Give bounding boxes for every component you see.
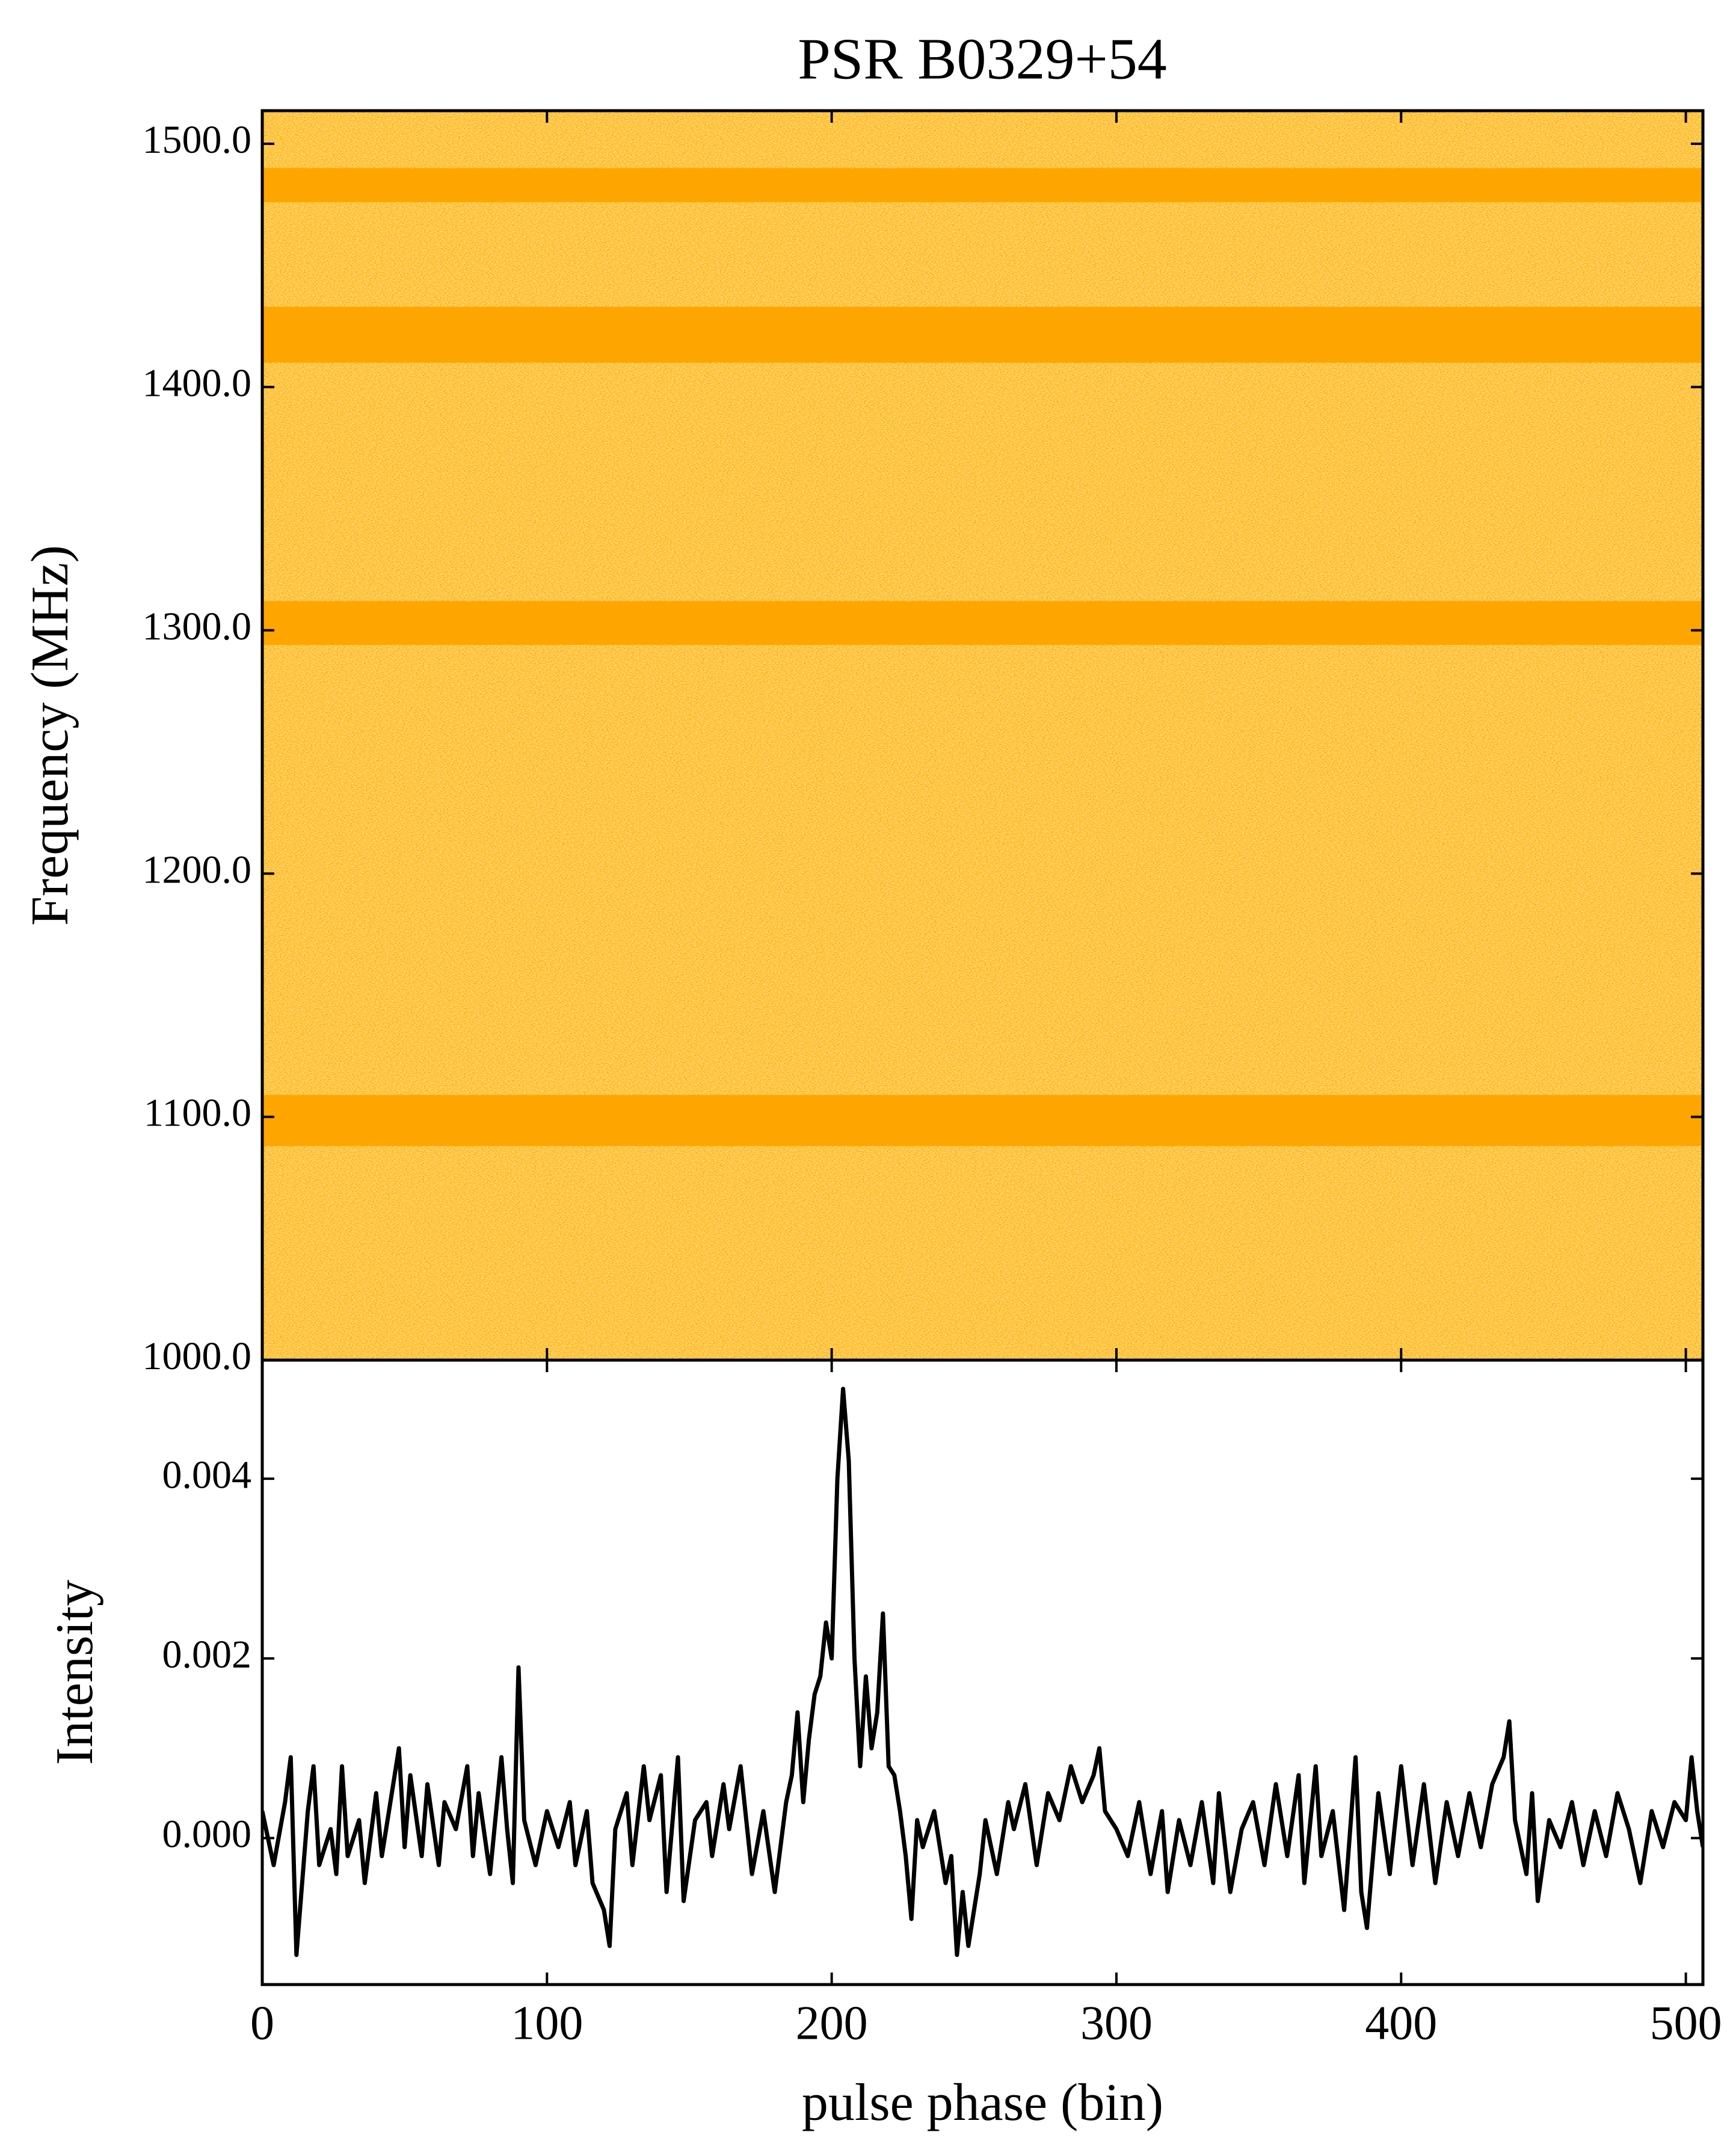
x-tick-label: 0 xyxy=(250,1997,274,2050)
masked-band xyxy=(262,168,1703,203)
y-tick-label: 1300.0 xyxy=(143,605,252,648)
chart-title: PSR B0329+54 xyxy=(798,26,1167,91)
y-axis-label: Frequency (MHz) xyxy=(21,545,79,926)
y-tick-label: 1500.0 xyxy=(143,118,252,162)
y-tick-label: 1100.0 xyxy=(144,1091,251,1135)
y-tick-label: 0.000 xyxy=(162,1813,252,1856)
x-tick-label: 100 xyxy=(511,1997,583,2050)
x-axis-label: pulse phase (bin) xyxy=(802,2074,1163,2132)
masked-band xyxy=(262,306,1703,363)
y-tick-label: 1400.0 xyxy=(143,362,252,405)
y-axis-label: Intensity xyxy=(46,1580,104,1765)
y-tick-label: 1200.0 xyxy=(143,848,252,892)
heatmap-noise xyxy=(262,111,1703,1360)
y-tick-label: 0.002 xyxy=(162,1633,252,1677)
x-tick-label: 200 xyxy=(796,1997,868,2050)
x-tick-label: 300 xyxy=(1080,1997,1153,2050)
axes-frame xyxy=(260,1358,1705,1986)
masked-band xyxy=(262,601,1703,645)
y-tick-label: 1000.0 xyxy=(143,1334,252,1378)
y-tick-label: 0.004 xyxy=(162,1453,252,1497)
x-tick-label: 400 xyxy=(1365,1997,1437,2050)
masked-band xyxy=(262,1095,1703,1147)
x-tick-label: 500 xyxy=(1650,1997,1722,2050)
line xyxy=(262,1387,1703,1957)
